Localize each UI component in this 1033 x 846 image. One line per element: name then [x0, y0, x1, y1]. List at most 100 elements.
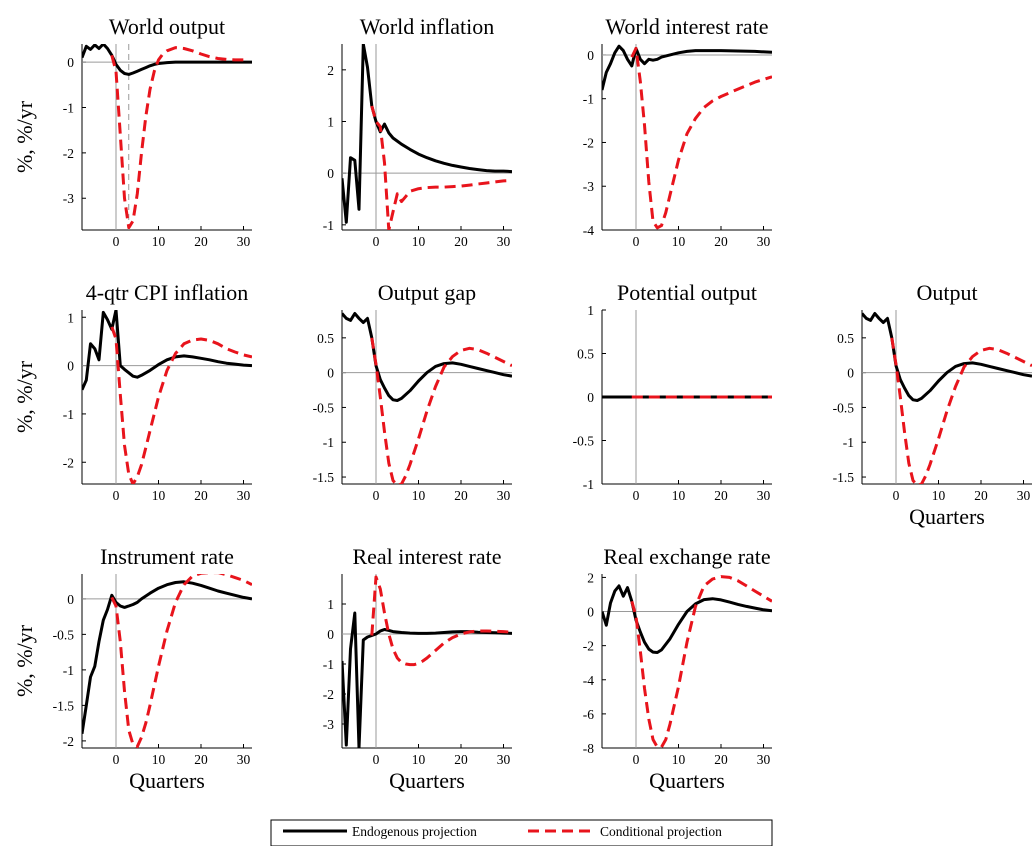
- x-tick-label: 10: [672, 752, 686, 767]
- panel-title: Potential output: [617, 280, 757, 305]
- x-tick-label: 20: [454, 752, 468, 767]
- y-tick-label: 0: [327, 627, 334, 642]
- y-tick-label: -1.5: [833, 470, 855, 485]
- y-tick-label: -3: [323, 717, 334, 732]
- x-tick-label: 30: [1017, 488, 1031, 503]
- panel-1: World output 0 10 20 30 0 -1 -2 -3 %, %/yr: [12, 14, 252, 249]
- x-tick-label: 20: [194, 752, 208, 767]
- y-tick-label: 1: [67, 310, 74, 325]
- series-conditional: [110, 46, 244, 230]
- panel-title: Instrument rate: [100, 544, 234, 569]
- y-tick-label: -1: [63, 407, 74, 422]
- y-tick-label: -1: [583, 477, 594, 492]
- y-tick-label: 0: [587, 48, 594, 63]
- panel-title: Output: [916, 280, 977, 305]
- y-tick-label: 0: [327, 166, 334, 181]
- panel-title: 4-qtr CPI inflation: [86, 280, 249, 305]
- y-tick-label: 1: [587, 303, 594, 318]
- series-endogenous: [82, 310, 252, 391]
- series-endogenous: [342, 312, 512, 402]
- x-tick-label: 30: [497, 488, 511, 503]
- y-tick-label: -1: [63, 663, 74, 678]
- plot-area: [342, 44, 512, 230]
- y-tick-label: -1: [583, 92, 594, 107]
- y-tick-label: 2: [327, 63, 334, 78]
- x-tick-label: 30: [237, 488, 251, 503]
- y-tick-label: 0: [67, 359, 74, 374]
- y-tick-label: 0: [327, 366, 334, 381]
- plot-area: [602, 574, 772, 748]
- panel-7: Output 0 10 20 30 0.5 0 -0.5 -1 -1.5 Quarters: [833, 280, 1032, 529]
- plot-area: [602, 310, 772, 484]
- x-tick-label: 20: [714, 234, 728, 249]
- y-tick-label: -2: [583, 639, 594, 654]
- series-endogenous: [342, 44, 512, 224]
- y-axis-label: %, %/yr: [12, 100, 37, 173]
- y-tick-label: -4: [583, 673, 594, 688]
- series-conditional: [370, 105, 512, 230]
- y-tick-label: -1.5: [313, 470, 335, 485]
- series-endogenous: [862, 312, 1032, 402]
- y-tick-label: -1.5: [53, 698, 75, 713]
- series-endogenous: [342, 611, 512, 748]
- y-tick-label: -3: [63, 191, 74, 206]
- y-tick-label: 0: [847, 366, 854, 381]
- series-conditional: [110, 574, 252, 748]
- x-tick-label: 0: [113, 488, 120, 503]
- y-tick-label: 0: [67, 592, 74, 607]
- series-conditional: [630, 46, 772, 230]
- x-tick-label: 20: [194, 488, 208, 503]
- x-tick-label: 0: [373, 234, 380, 249]
- panel-title: Real exchange rate: [603, 544, 770, 569]
- y-tick-label: -0.5: [313, 400, 335, 415]
- y-tick-label: 1: [327, 115, 334, 130]
- x-tick-label: 20: [454, 488, 468, 503]
- y-axis-label: %, %/yr: [12, 360, 37, 433]
- panel-title: World interest rate: [605, 14, 768, 39]
- y-tick-label: -1: [323, 218, 334, 233]
- series-endogenous: [82, 44, 252, 76]
- plot-area: [82, 310, 252, 484]
- x-tick-label: 20: [714, 752, 728, 767]
- panel-8: Instrument rate 0 10 20 30 0 -0.5 -1 -1.5 -2 %, %/…: [12, 544, 252, 793]
- y-tick-label: -0.5: [833, 400, 855, 415]
- series-conditional: [890, 337, 1032, 484]
- panel-6: Potential output 0 10 20 30 1 0.5 0 -0.5 -1: [573, 280, 772, 503]
- x-tick-label: 20: [194, 234, 208, 249]
- y-tick-label: -8: [583, 741, 594, 756]
- y-tick-label: -2: [323, 687, 334, 702]
- y-tick-label: -2: [63, 455, 74, 470]
- x-axis-label: Quarters: [389, 768, 465, 793]
- x-tick-label: 10: [152, 752, 166, 767]
- x-tick-label: 0: [633, 752, 640, 767]
- y-tick-label: 0: [67, 55, 74, 70]
- x-tick-label: 0: [633, 234, 640, 249]
- x-tick-label: 30: [497, 234, 511, 249]
- x-tick-label: 10: [932, 488, 946, 503]
- panel-title: World inflation: [360, 14, 494, 39]
- legend-label-conditional: Conditional projection: [600, 824, 722, 839]
- y-tick-label: -3: [583, 179, 594, 194]
- x-axis-label: Quarters: [129, 768, 205, 793]
- panel-title: Output gap: [378, 280, 476, 305]
- plot-area: [82, 574, 252, 748]
- x-tick-label: 0: [113, 752, 120, 767]
- y-tick-label: 1: [327, 597, 334, 612]
- legend-label-endogenous: Endogenous projection: [352, 824, 477, 839]
- x-tick-label: 10: [152, 234, 166, 249]
- panel-title: Real interest rate: [352, 544, 501, 569]
- x-tick-label: 10: [412, 234, 426, 249]
- legend-box: [270, 819, 773, 846]
- y-tick-label: 2: [587, 570, 594, 585]
- x-axis-label: Quarters: [909, 504, 985, 529]
- legend: Endogenous projection Conditional projec…: [270, 819, 773, 846]
- y-tick-label: 0.5: [837, 331, 854, 346]
- y-tick-label: -4: [583, 223, 594, 238]
- series-conditional: [630, 575, 772, 748]
- x-tick-label: 30: [237, 752, 251, 767]
- plot-area: [342, 574, 512, 748]
- x-tick-label: 30: [757, 234, 771, 249]
